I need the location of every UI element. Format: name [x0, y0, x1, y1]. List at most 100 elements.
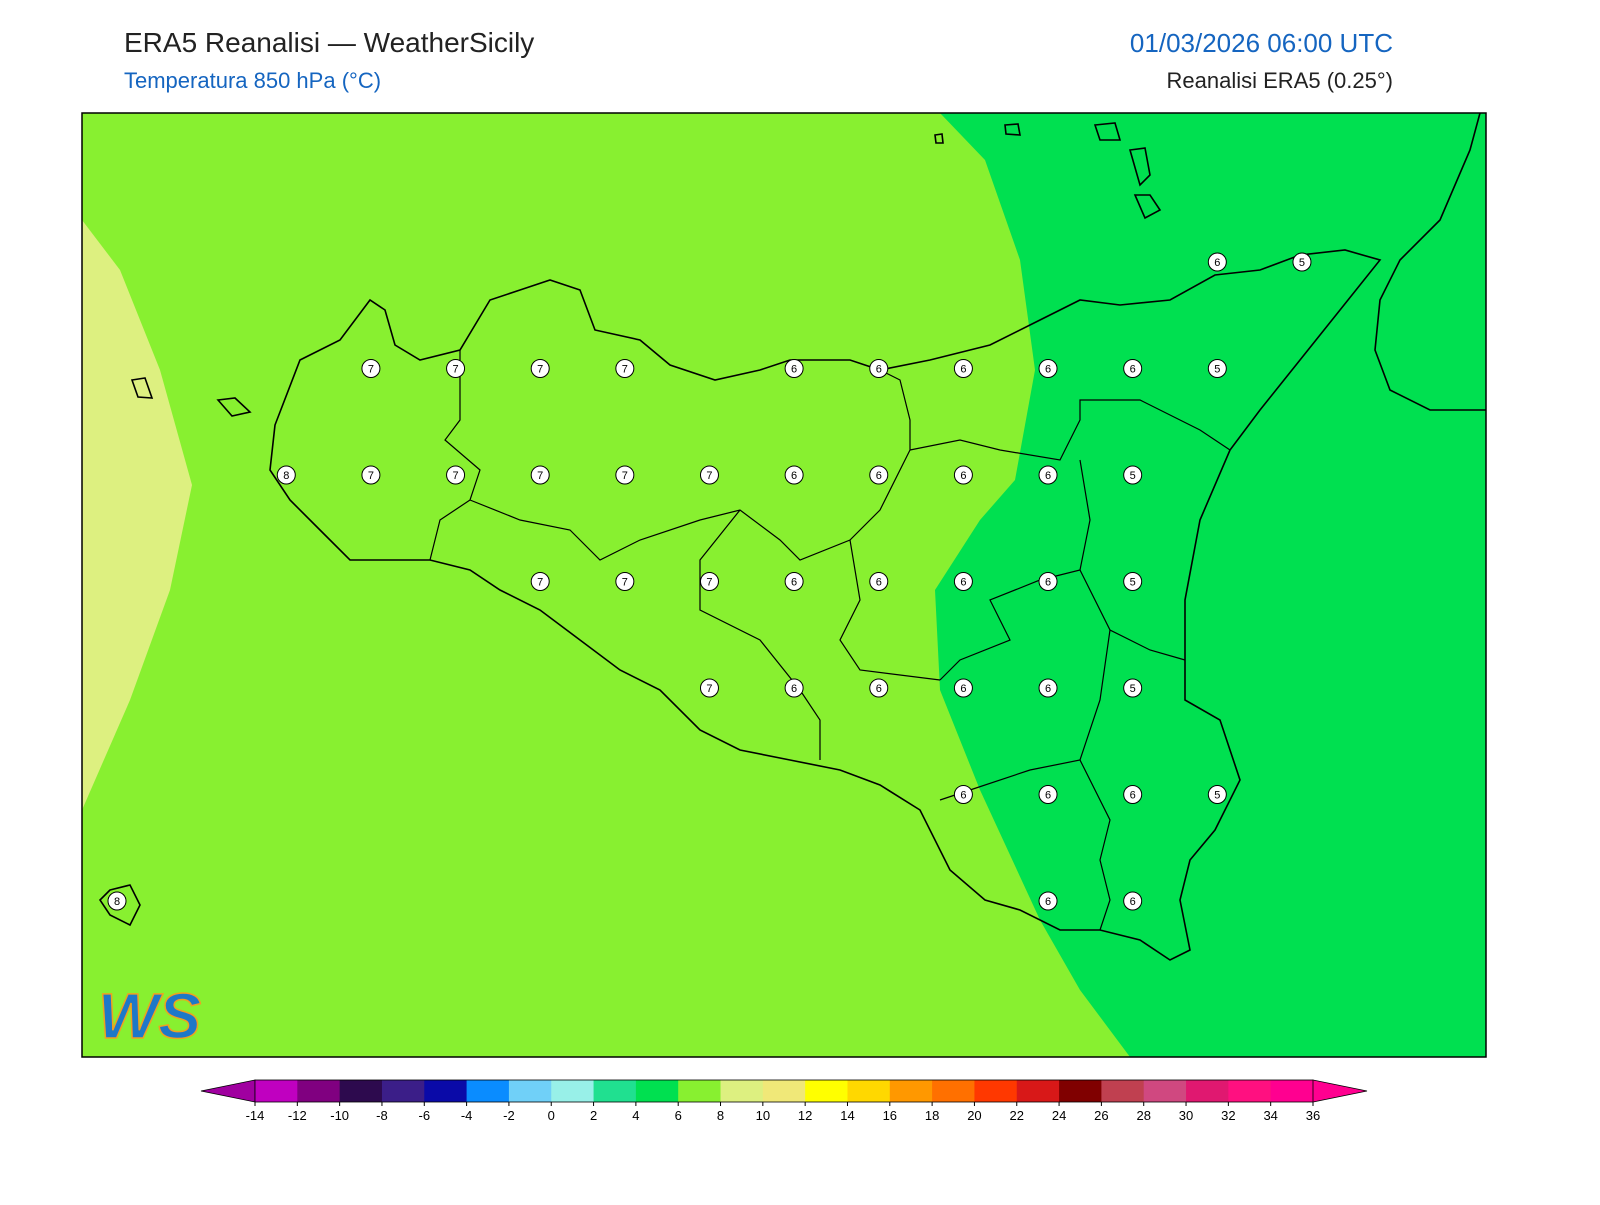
station-marker — [1038, 572, 1058, 591]
map-frame — [81, 112, 1487, 1058]
colorbar-band — [762, 1080, 806, 1102]
station-value: 6 — [1045, 790, 1051, 802]
logo-mark: WS — [98, 980, 201, 1052]
station-value: 6 — [960, 364, 966, 376]
colorbar-band — [847, 1080, 891, 1102]
colorbar-band — [678, 1080, 722, 1102]
station-marker — [1123, 465, 1143, 485]
station-marker — [699, 678, 719, 698]
station-marker — [1123, 891, 1143, 911]
station-marker — [1123, 572, 1143, 591]
station-marker — [869, 465, 889, 485]
colorbar-band — [1143, 1080, 1187, 1102]
station-value: 6 — [1130, 364, 1136, 376]
colorbar-tick-label: 30 — [1179, 1108, 1193, 1123]
colorbar-tick-label: 14 — [840, 1108, 854, 1123]
station-marker — [699, 465, 719, 485]
station-marker — [615, 359, 635, 378]
colorbar-band — [635, 1080, 679, 1102]
station-marker — [530, 465, 550, 485]
colorbar-tick-label: 22 — [1010, 1108, 1024, 1123]
colorbar-tick-label: 2 — [590, 1108, 597, 1123]
colorbar-band — [551, 1080, 595, 1102]
colorbar-tick-label: 16 — [883, 1108, 897, 1123]
station-marker — [953, 785, 973, 804]
colorbar-tick-label: 20 — [967, 1108, 981, 1123]
station-value: 7 — [622, 470, 628, 482]
station-marker — [361, 465, 381, 485]
colorbar-band — [1270, 1080, 1314, 1102]
colorbar-band — [974, 1080, 1018, 1102]
station-value: 6 — [1214, 257, 1220, 269]
map: 6 5 7 7 7 7 6 6 6 6 6 5 8 7 7 7 7 7 6 6 6 6 5 7 7 7 6 6 6 6 5 7 6 6 6 6 5 6 6 6… — [81, 112, 1487, 1058]
colorbar-band — [424, 1080, 468, 1102]
colorbar-tick-label: 26 — [1094, 1108, 1108, 1123]
station-marker — [784, 678, 804, 698]
station-value: 5 — [1299, 257, 1305, 269]
station-value: 5 — [1130, 470, 1136, 482]
station-marker — [784, 465, 804, 485]
station-value: 7 — [537, 577, 543, 589]
coastline — [98, 113, 1486, 961]
station-value: 6 — [1130, 790, 1136, 802]
station-value: 7 — [706, 470, 712, 482]
colorbar-band — [889, 1080, 933, 1102]
source: Reanalisi ERA5 (0.25°) — [1167, 68, 1393, 93]
station-value: 6 — [876, 470, 882, 482]
station-value: 6 — [960, 470, 966, 482]
colorbar-tick-label: -8 — [376, 1108, 388, 1123]
station-marker — [784, 359, 804, 378]
station-value: 6 — [1130, 896, 1136, 908]
station-value: 7 — [537, 364, 543, 376]
station-value: 5 — [1214, 790, 1220, 802]
station-value: 6 — [1045, 364, 1051, 376]
colorbar-tick-label: 10 — [756, 1108, 770, 1123]
colorbar-band — [297, 1080, 341, 1102]
colorbar-band — [805, 1080, 848, 1102]
station-value: 6 — [791, 683, 797, 695]
station-value: 6 — [1045, 896, 1051, 908]
station-marker — [869, 359, 889, 378]
station-marker — [446, 465, 466, 485]
colorbar-tick-label: -10 — [330, 1108, 349, 1123]
station-marker — [1038, 678, 1058, 698]
station-value: 6 — [876, 364, 882, 376]
station-value: 6 — [960, 577, 966, 589]
station-value: 8 — [283, 470, 289, 482]
colorbar-band — [1186, 1080, 1229, 1102]
colorbar-tick-label: 6 — [675, 1108, 682, 1123]
station-marker — [530, 572, 550, 591]
station-value: 7 — [452, 470, 458, 482]
station-value: 7 — [706, 683, 712, 695]
colorbar-band — [339, 1080, 383, 1102]
station-marker — [953, 359, 973, 378]
station-marker — [1123, 785, 1143, 804]
station-marker — [615, 465, 635, 485]
colorbar-tick-label: 24 — [1052, 1108, 1066, 1123]
colorbar-frame — [254, 1079, 1314, 1103]
colorbar-tick-label: 4 — [632, 1108, 639, 1123]
colorbar-over — [1312, 1079, 1368, 1103]
station-marker — [530, 359, 550, 378]
station-value: 6 — [960, 790, 966, 802]
station-value: 8 — [114, 896, 120, 908]
station-value: 6 — [1045, 577, 1051, 589]
colorbar-band — [1101, 1080, 1145, 1102]
station-marker — [1038, 359, 1058, 378]
station-value: 6 — [791, 364, 797, 376]
station-marker — [615, 572, 635, 591]
station-marker — [276, 465, 296, 485]
station-marker — [1038, 465, 1058, 485]
station-marker — [1038, 785, 1058, 804]
colorbar-tick-label: -6 — [418, 1108, 430, 1123]
station-marker — [1123, 678, 1143, 698]
station-value: 6 — [1045, 683, 1051, 695]
station-marker — [953, 465, 973, 485]
station-values: 6 5 7 7 7 7 6 6 6 6 6 5 8 7 7 7 7 7 6 6 6 6 5 7 7 7 6 6 6 6 5 7 6 6 6 6 5 6 6 6… — [107, 252, 1312, 911]
colorbar-tick-label: 0 — [548, 1108, 555, 1123]
station-marker — [784, 572, 804, 591]
colorbar-band — [1228, 1080, 1272, 1102]
station-value: 6 — [791, 470, 797, 482]
station-marker — [1207, 785, 1227, 804]
